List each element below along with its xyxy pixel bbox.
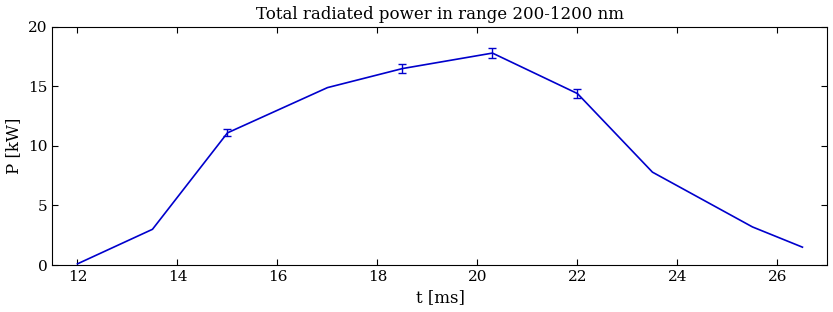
X-axis label: t [ms]: t [ms]: [416, 290, 464, 306]
Y-axis label: P [kW]: P [kW]: [6, 118, 22, 174]
Title: Total radiated power in range 200-1200 nm: Total radiated power in range 200-1200 n…: [256, 6, 624, 22]
